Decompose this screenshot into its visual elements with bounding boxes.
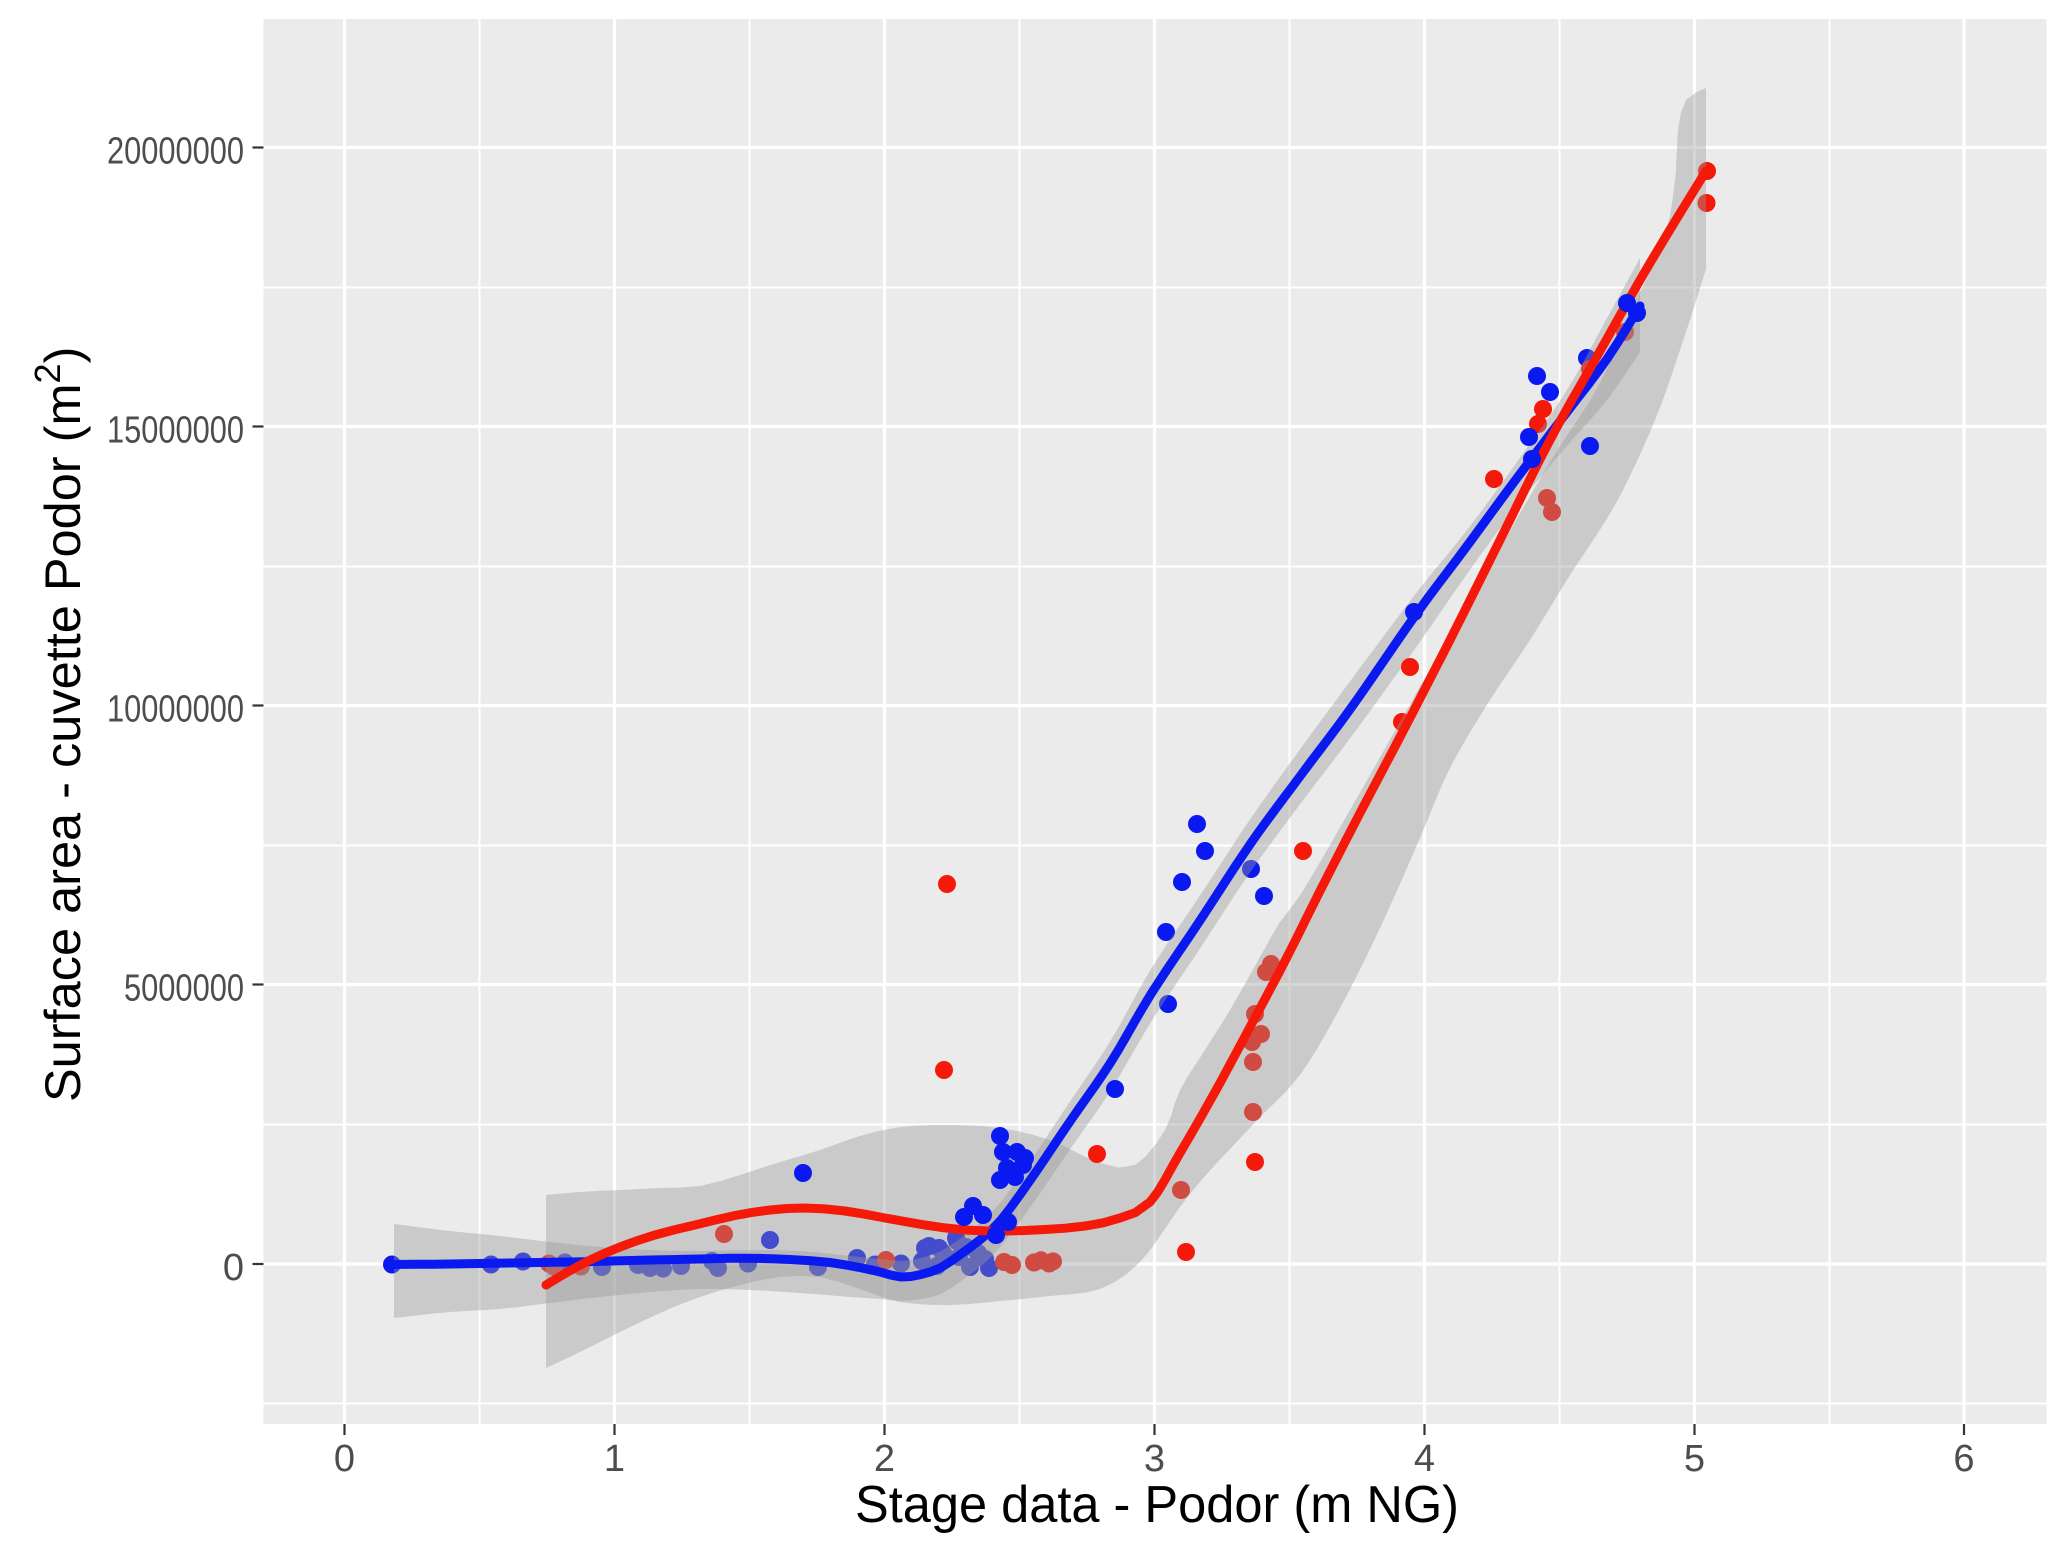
svg-text:5000000: 5000000 [124, 968, 244, 1010]
svg-text:0: 0 [334, 1438, 355, 1480]
svg-text:10000000: 10000000 [107, 689, 244, 731]
svg-text:0: 0 [223, 1247, 244, 1289]
svg-text:1: 1 [604, 1438, 625, 1480]
svg-text:20000000: 20000000 [107, 131, 244, 173]
svg-text:Stage data - Podor (m NG): Stage data - Podor (m NG) [855, 1475, 1459, 1533]
svg-text:2: 2 [874, 1438, 895, 1480]
svg-text:3: 3 [1144, 1438, 1165, 1480]
svg-text:4: 4 [1414, 1438, 1435, 1480]
svg-text:15000000: 15000000 [107, 410, 244, 452]
svg-text:5: 5 [1684, 1438, 1705, 1480]
svg-text:Surface area - cuvette Podor (: Surface area - cuvette Podor (m2) [27, 347, 91, 1102]
svg-text:6: 6 [1953, 1438, 1974, 1480]
